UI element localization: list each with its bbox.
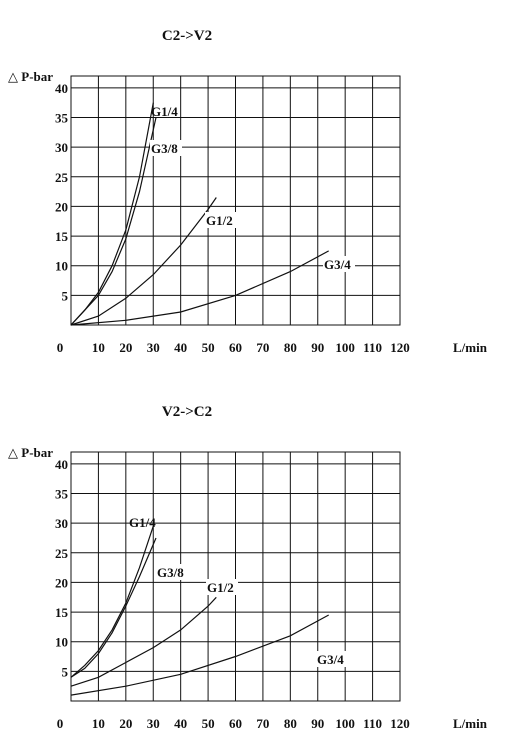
series-label: G3/4 xyxy=(317,652,344,667)
series-label-bg xyxy=(156,564,188,580)
series-line-G1-4 xyxy=(70,525,154,678)
x-tick-label: 90 xyxy=(311,716,324,731)
x-tick-label: 50 xyxy=(202,340,215,355)
x-tick-label: 50 xyxy=(202,716,215,731)
y-tick-label: 5 xyxy=(62,288,69,303)
y-tick-label: 40 xyxy=(55,81,68,96)
y-axis-label: △ P-bar xyxy=(8,69,53,84)
series-line-G3-4 xyxy=(70,250,329,326)
series-label-bg xyxy=(205,212,237,228)
x-tick-label: 60 xyxy=(229,716,242,731)
series-line-G3-4 xyxy=(70,614,329,696)
y-tick-label: 30 xyxy=(55,140,68,155)
x-tick-label: 20 xyxy=(119,340,132,355)
chart-panel-2: V2->C2 0 10 20 30 40 50 60 70 80 90 100 110 120 5 10 15 2… xyxy=(8,404,488,731)
x-tick-label: 90 xyxy=(311,340,324,355)
series-line-G1-2 xyxy=(70,596,217,687)
chart-title: V2->C2 xyxy=(162,404,212,420)
x-tick-label: 20 xyxy=(119,716,132,731)
series-label: G3/8 xyxy=(157,565,184,580)
series-line-G3-8 xyxy=(70,117,157,326)
x-tick-label: 80 xyxy=(284,340,297,355)
x-tick-label: 120 xyxy=(390,716,410,731)
x-axis-label: L/min xyxy=(453,340,488,355)
series-label: G1/2 xyxy=(207,580,234,595)
x-tick-label: 60 xyxy=(229,340,242,355)
chart-title: C2->V2 xyxy=(162,28,212,44)
x-tick-label: 40 xyxy=(174,340,187,355)
series-label: G3/4 xyxy=(324,257,351,272)
chart-panel-1: C2->V2 0 10 20 30 40 50 60 70 80 90 100 110 120 5 10 15 2… xyxy=(8,28,488,355)
y-tick-label: 10 xyxy=(55,259,68,274)
series-line-G3-8 xyxy=(70,537,157,678)
x-tick-label: 100 xyxy=(335,716,355,731)
y-tick-label: 15 xyxy=(55,229,69,244)
series-label-bg xyxy=(206,579,238,595)
series-line-G1-2 xyxy=(70,197,217,326)
x-tick-label: 70 xyxy=(256,340,269,355)
y-tick-label: 10 xyxy=(55,635,68,650)
y-tick-label: 35 xyxy=(55,111,69,126)
series-label: G1/4 xyxy=(151,104,178,119)
x-tick-label: 110 xyxy=(363,716,382,731)
x-tick-label: 110 xyxy=(363,340,382,355)
x-tick-label: 10 xyxy=(92,340,105,355)
x-tick-label: 10 xyxy=(92,716,105,731)
x-tick-label: 0 xyxy=(57,716,64,731)
x-tick-label: 30 xyxy=(147,340,160,355)
y-tick-label: 30 xyxy=(55,516,68,531)
x-tick-label: 120 xyxy=(390,340,410,355)
x-tick-label: 70 xyxy=(256,716,269,731)
y-tick-label: 20 xyxy=(55,199,68,214)
x-tick-label: 0 xyxy=(57,340,64,355)
series-label-bg xyxy=(323,256,355,272)
y-tick-label: 25 xyxy=(55,546,69,561)
series-label: G1/4 xyxy=(129,515,156,530)
x-tick-label: 80 xyxy=(284,716,297,731)
x-tick-label: 30 xyxy=(147,716,160,731)
y-axis-label: △ P-bar xyxy=(8,445,53,460)
series-label: G3/8 xyxy=(151,141,178,156)
y-tick-label: 5 xyxy=(62,664,69,679)
series-label: G1/2 xyxy=(206,213,233,228)
y-tick-label: 15 xyxy=(55,605,69,620)
series-label-bg xyxy=(316,651,348,667)
y-tick-label: 40 xyxy=(55,457,68,472)
x-tick-label: 100 xyxy=(335,340,355,355)
series-label-bg xyxy=(150,140,182,156)
x-axis-label: L/min xyxy=(453,716,488,731)
y-tick-label: 25 xyxy=(55,170,69,185)
y-tick-label: 35 xyxy=(55,487,69,502)
y-tick-label: 20 xyxy=(55,575,68,590)
series-line-G1-4 xyxy=(70,102,154,326)
x-tick-label: 40 xyxy=(174,716,187,731)
